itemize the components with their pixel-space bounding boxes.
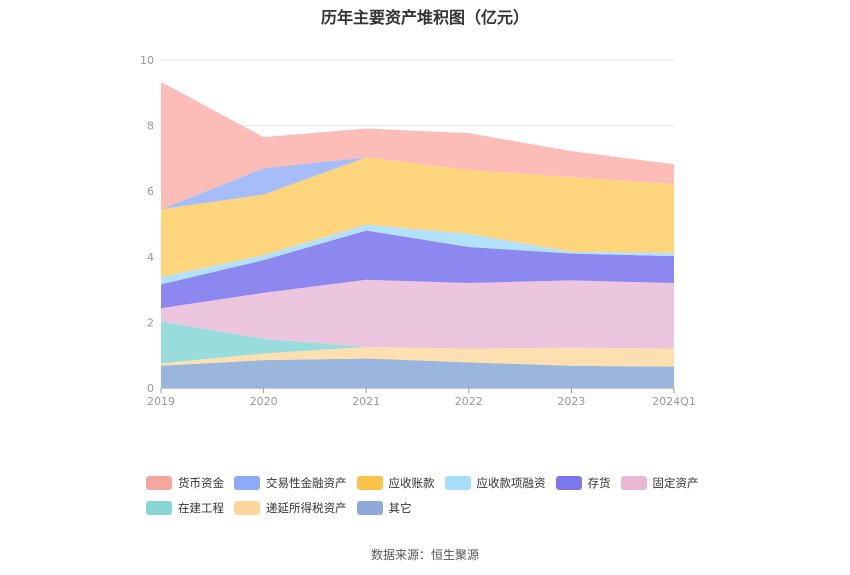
y-tick-label: 6 xyxy=(147,185,154,198)
legend-swatch xyxy=(234,501,260,515)
legend-swatch xyxy=(146,476,172,490)
legend-swatch xyxy=(555,476,582,490)
legend-label: 在建工程 xyxy=(178,501,224,515)
legend-item[interactable]: 应收款项融资 xyxy=(444,475,546,491)
legend-label: 交易性金融资产 xyxy=(266,476,347,490)
legend-swatch xyxy=(356,501,383,515)
area-series-货币资金[interactable] xyxy=(161,81,674,210)
x-tick-label: 2023 xyxy=(557,395,585,408)
legend-label: 应收款项融资 xyxy=(476,476,546,490)
legend-swatch xyxy=(620,476,647,490)
area-series-应收款项融资[interactable] xyxy=(161,224,674,285)
legend-item[interactable]: 固定资产 xyxy=(620,475,699,491)
area-series-递延所得税资产[interactable] xyxy=(161,347,674,367)
legend-label: 应收账款 xyxy=(388,476,435,490)
legend-item[interactable]: 交易性金融资产 xyxy=(234,475,347,491)
legend-row: 货币资金 交易性金融资产 应收账款 应收款项融资 存货 固定资产 xyxy=(146,472,726,494)
legend-item[interactable]: 递延所得税资产 xyxy=(234,500,347,516)
data-source-note: 数据来源：恒生聚源 xyxy=(370,548,479,562)
legend: 货币资金 交易性金融资产 应收账款 应收款项融资 存货 固定资产 在建工程 递延所得税资产 其… xyxy=(146,472,726,522)
legend-item[interactable]: 货币资金 xyxy=(146,475,224,491)
legend-swatch xyxy=(444,476,471,490)
x-tick-label: 2024Q1 xyxy=(652,395,696,408)
stacked-area-chart: 0 2 4 6 8 10 2019 2020 2021 2022 2023 2024Q1 xyxy=(140,54,696,408)
x-axis: 2019 2020 2021 2022 2023 2024Q1 xyxy=(147,388,696,408)
legend-item[interactable]: 其它 xyxy=(356,500,412,516)
legend-label: 货币资金 xyxy=(178,476,224,490)
area-series-交易性金融资产[interactable] xyxy=(161,157,674,210)
area-series-在建工程[interactable] xyxy=(161,321,674,364)
y-tick-label: 10 xyxy=(140,54,154,67)
legend-label: 存货 xyxy=(587,476,611,490)
legend-label: 递延所得税资产 xyxy=(266,501,347,515)
x-tick-label: 2021 xyxy=(352,395,380,408)
legend-swatch xyxy=(356,476,383,490)
chart-title: 历年主要资产堆积图（亿元） xyxy=(320,8,529,27)
area-series-存货[interactable] xyxy=(161,230,674,309)
y-tick-label: 2 xyxy=(147,316,154,329)
y-tick-label: 4 xyxy=(147,251,154,264)
y-axis: 0 2 4 6 8 10 xyxy=(140,54,154,395)
area-series-固定资产[interactable] xyxy=(161,279,674,349)
y-tick-label: 0 xyxy=(147,382,154,395)
area-series-应收账款[interactable] xyxy=(161,157,674,278)
legend-row: 在建工程 递延所得税资产 其它 xyxy=(146,497,726,519)
x-tick-label: 2022 xyxy=(455,395,483,408)
legend-item[interactable]: 在建工程 xyxy=(146,500,224,516)
x-tick-label: 2019 xyxy=(147,395,175,408)
legend-swatch xyxy=(146,501,172,515)
x-tick-label: 2020 xyxy=(250,395,278,408)
legend-label: 固定资产 xyxy=(652,476,699,490)
legend-item[interactable]: 存货 xyxy=(555,475,611,491)
legend-swatch xyxy=(234,476,260,490)
y-tick-label: 8 xyxy=(147,120,154,133)
area-series-group xyxy=(161,81,674,388)
legend-item[interactable]: 应收账款 xyxy=(356,475,435,491)
area-series-其它[interactable] xyxy=(161,358,674,388)
legend-label: 其它 xyxy=(388,501,412,515)
